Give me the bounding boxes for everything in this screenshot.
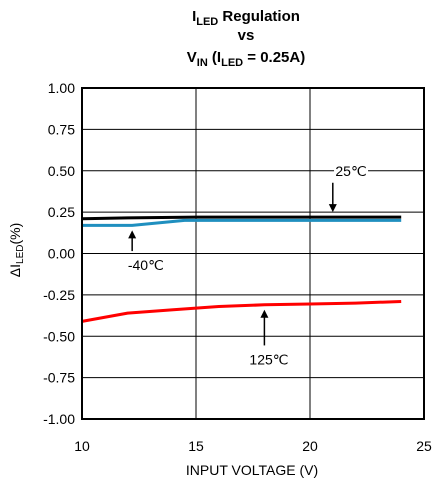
ylabel-post: (%) bbox=[7, 223, 23, 245]
series-line bbox=[82, 218, 402, 227]
annotation-backing bbox=[334, 159, 369, 180]
title-line1-sub: LED bbox=[196, 16, 218, 28]
grid bbox=[82, 88, 424, 419]
chart-title-line2: vs bbox=[238, 27, 255, 44]
title-line3-mid: (I bbox=[208, 49, 221, 66]
x-tick-label: 20 bbox=[302, 438, 318, 454]
annotation-arrow-head bbox=[128, 230, 137, 239]
annotation-label: 125℃ bbox=[249, 351, 288, 367]
annotation-backing bbox=[247, 348, 290, 369]
ylabel-pre: ΔI bbox=[7, 264, 23, 277]
y-tick-labels: 1.00 0.75 0.50 0.25 0.00 -0.25 -0.50 -0.75 -1.00 bbox=[43, 80, 75, 427]
title-line3-sub2: LED bbox=[221, 57, 243, 69]
title-line1-rest: Regulation bbox=[218, 8, 300, 25]
title-line3-rest: = 0.25A) bbox=[243, 49, 305, 66]
annotation-backing bbox=[124, 254, 167, 275]
ylabel-sub: LED bbox=[15, 245, 26, 264]
title-line3-sub: IN bbox=[197, 57, 208, 69]
series-line bbox=[81, 300, 402, 323]
annotation-label: 25℃ bbox=[335, 163, 366, 179]
y-tick-label: 0.00 bbox=[48, 246, 75, 262]
x-tick-label: 10 bbox=[74, 438, 90, 454]
x-tick-label: 15 bbox=[188, 438, 204, 454]
y-tick-label: -0.50 bbox=[43, 328, 75, 344]
x-axis-label: INPUT VOLTAGE (V) bbox=[186, 462, 318, 478]
chart-title-line1: ILED Regulation bbox=[192, 8, 300, 28]
annotations: 25℃ -40℃ 125℃ bbox=[124, 159, 369, 369]
y-tick-label: 0.75 bbox=[48, 121, 75, 137]
y-tick-label: -0.25 bbox=[43, 287, 75, 303]
y-tick-label: 0.25 bbox=[48, 204, 75, 220]
title-line1-base: I bbox=[192, 8, 196, 25]
y-tick-label: 1.00 bbox=[48, 80, 75, 96]
annotation-label: -40℃ bbox=[128, 257, 164, 273]
title-line3-base: V bbox=[187, 49, 197, 66]
y-axis-label: ΔILED(%) bbox=[7, 223, 26, 277]
series-line bbox=[81, 215, 402, 221]
y-tick-label: -0.75 bbox=[43, 370, 75, 386]
y-tick-label: 0.50 bbox=[48, 163, 75, 179]
x-tick-labels: 10 15 20 25 bbox=[74, 438, 432, 454]
x-tick-label: 25 bbox=[416, 438, 432, 454]
series-lines bbox=[81, 215, 402, 323]
chart-title-line3: VIN (ILED = 0.25A) bbox=[187, 49, 305, 69]
plot-frame bbox=[81, 87, 425, 420]
annotation-arrow-head bbox=[328, 204, 337, 213]
y-tick-label: -1.00 bbox=[43, 411, 75, 427]
annotation-arrow-head bbox=[260, 309, 269, 318]
